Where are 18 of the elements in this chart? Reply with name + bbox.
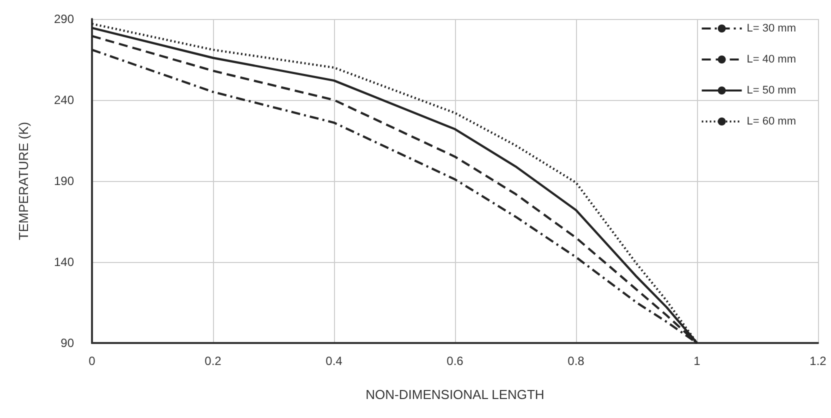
legend-label: L= 40 mm [746,54,796,66]
x-tick-label: 0.2 [204,354,222,368]
y-tick-label: 140 [54,255,74,269]
legend-label: L= 60 mm [746,116,796,128]
y-tick-label: 90 [60,336,74,350]
y-tick-label: 290 [54,12,74,26]
x-tick-label: 1.2 [810,354,827,368]
x-tick-label: 0.8 [568,354,585,368]
x-axis-title: NON-DIMENSIONAL LENGTH [366,387,544,402]
legend-label: L= 30 mm [746,22,796,34]
x-tick-label: 1 [694,354,701,368]
y-tick-label: 240 [54,93,74,107]
legend-label: L= 50 mm [746,84,796,96]
x-tick-label: 0.6 [446,354,464,368]
x-tick-label: 0 [88,354,96,368]
x-tick-label: 0.4 [326,354,343,368]
y-axis-title: TEMPERATURE (K) [16,122,31,240]
y-tick-label: 190 [54,174,74,188]
